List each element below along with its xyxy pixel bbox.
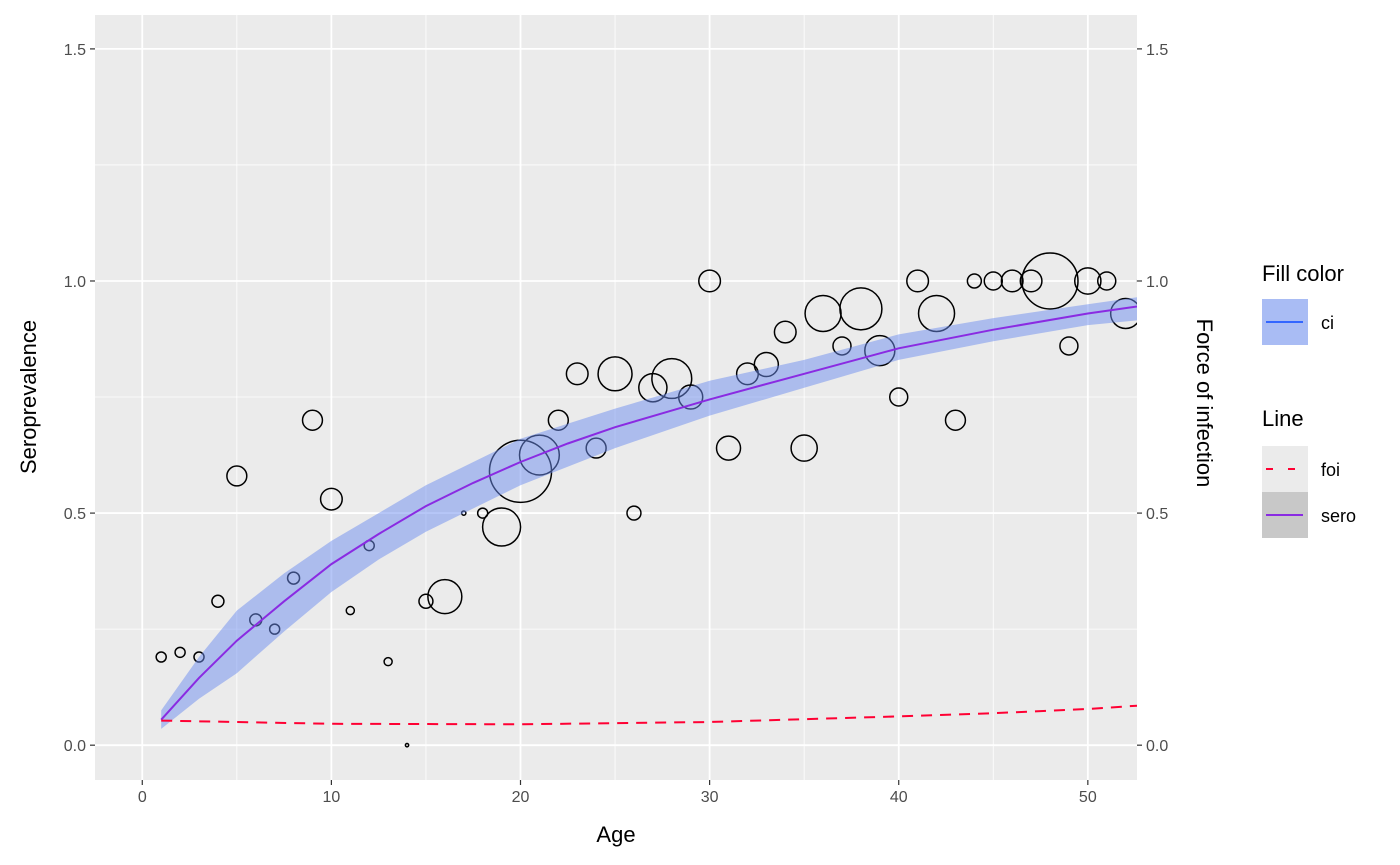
data-point bbox=[773, 320, 797, 344]
y2-tick-label: 1.0 bbox=[1146, 274, 1168, 291]
y-tick-label: 0.0 bbox=[64, 738, 86, 755]
y-tick-label: 1.5 bbox=[64, 42, 86, 59]
x-tick-label: 10 bbox=[322, 789, 340, 806]
legend-ci-label: ci bbox=[1321, 313, 1334, 333]
x-tick-label: 40 bbox=[890, 789, 908, 806]
data-point bbox=[345, 605, 356, 616]
data-point bbox=[1096, 271, 1117, 291]
y2-tick-label: 1.5 bbox=[1146, 42, 1168, 59]
data-point bbox=[597, 356, 633, 392]
y2-tick-label: 0.0 bbox=[1146, 738, 1168, 755]
x-tick-label: 0 bbox=[138, 789, 147, 806]
data-point bbox=[319, 487, 343, 511]
data-point bbox=[226, 465, 248, 487]
data-point bbox=[174, 646, 186, 659]
x-tick-label: 30 bbox=[701, 789, 719, 806]
y2-axis-title: Force of infection bbox=[1192, 319, 1217, 488]
data-point bbox=[1074, 267, 1102, 295]
data-point bbox=[155, 651, 167, 663]
data-point bbox=[427, 578, 463, 615]
data-point bbox=[715, 435, 742, 461]
legend-sero-label: sero bbox=[1321, 506, 1356, 526]
data-point bbox=[888, 387, 909, 407]
y-tick-label: 1.0 bbox=[64, 274, 86, 291]
data-point bbox=[481, 507, 522, 547]
axes: 0 10 20 30 40 50 0.0 0.0 0.5 0.5 1.0 1.0 1.5 1.5 bbox=[64, 42, 1169, 806]
y-axis-title: Seroprevalence bbox=[16, 320, 41, 474]
plot-panel bbox=[95, 15, 1137, 780]
data-point bbox=[1021, 252, 1079, 310]
data-point bbox=[966, 273, 983, 289]
data-point bbox=[626, 505, 642, 521]
data-point bbox=[211, 594, 225, 609]
data-point bbox=[790, 434, 818, 462]
data-point bbox=[301, 409, 324, 431]
x-tick-label: 20 bbox=[512, 789, 530, 806]
legend: Fill color ci Line foi sero bbox=[1262, 261, 1356, 538]
data-point bbox=[839, 287, 883, 331]
data-point bbox=[1059, 336, 1079, 356]
data-point bbox=[944, 409, 967, 431]
data-point bbox=[906, 269, 930, 293]
sero-line bbox=[160, 305, 1137, 721]
legend-foi-label: foi bbox=[1321, 460, 1340, 480]
x-tick-label: 50 bbox=[1079, 789, 1097, 806]
data-point bbox=[698, 269, 722, 293]
data-point bbox=[1000, 269, 1024, 293]
data-point bbox=[983, 271, 1004, 291]
data-point bbox=[404, 742, 410, 748]
legend-fill-title: Fill color bbox=[1262, 261, 1344, 286]
x-axis-title: Age bbox=[596, 822, 635, 847]
y-tick-label: 0.5 bbox=[64, 506, 86, 523]
data-point bbox=[1019, 269, 1043, 293]
legend-line-title: Line bbox=[1262, 406, 1304, 431]
data-point bbox=[418, 593, 434, 610]
y2-tick-label: 0.5 bbox=[1146, 506, 1168, 523]
data-point bbox=[565, 362, 589, 386]
data-point bbox=[383, 656, 393, 667]
